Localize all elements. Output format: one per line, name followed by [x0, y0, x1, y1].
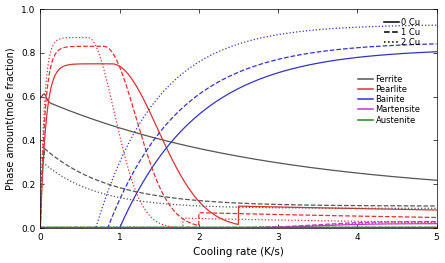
- Y-axis label: Phase amount(mole fraction): Phase amount(mole fraction): [5, 47, 16, 190]
- Legend: Ferrite, Pearlite, Bainite, Martensite, Austenite: Ferrite, Pearlite, Bainite, Martensite, …: [358, 74, 421, 125]
- X-axis label: Cooling rate (K/s): Cooling rate (K/s): [193, 247, 284, 257]
